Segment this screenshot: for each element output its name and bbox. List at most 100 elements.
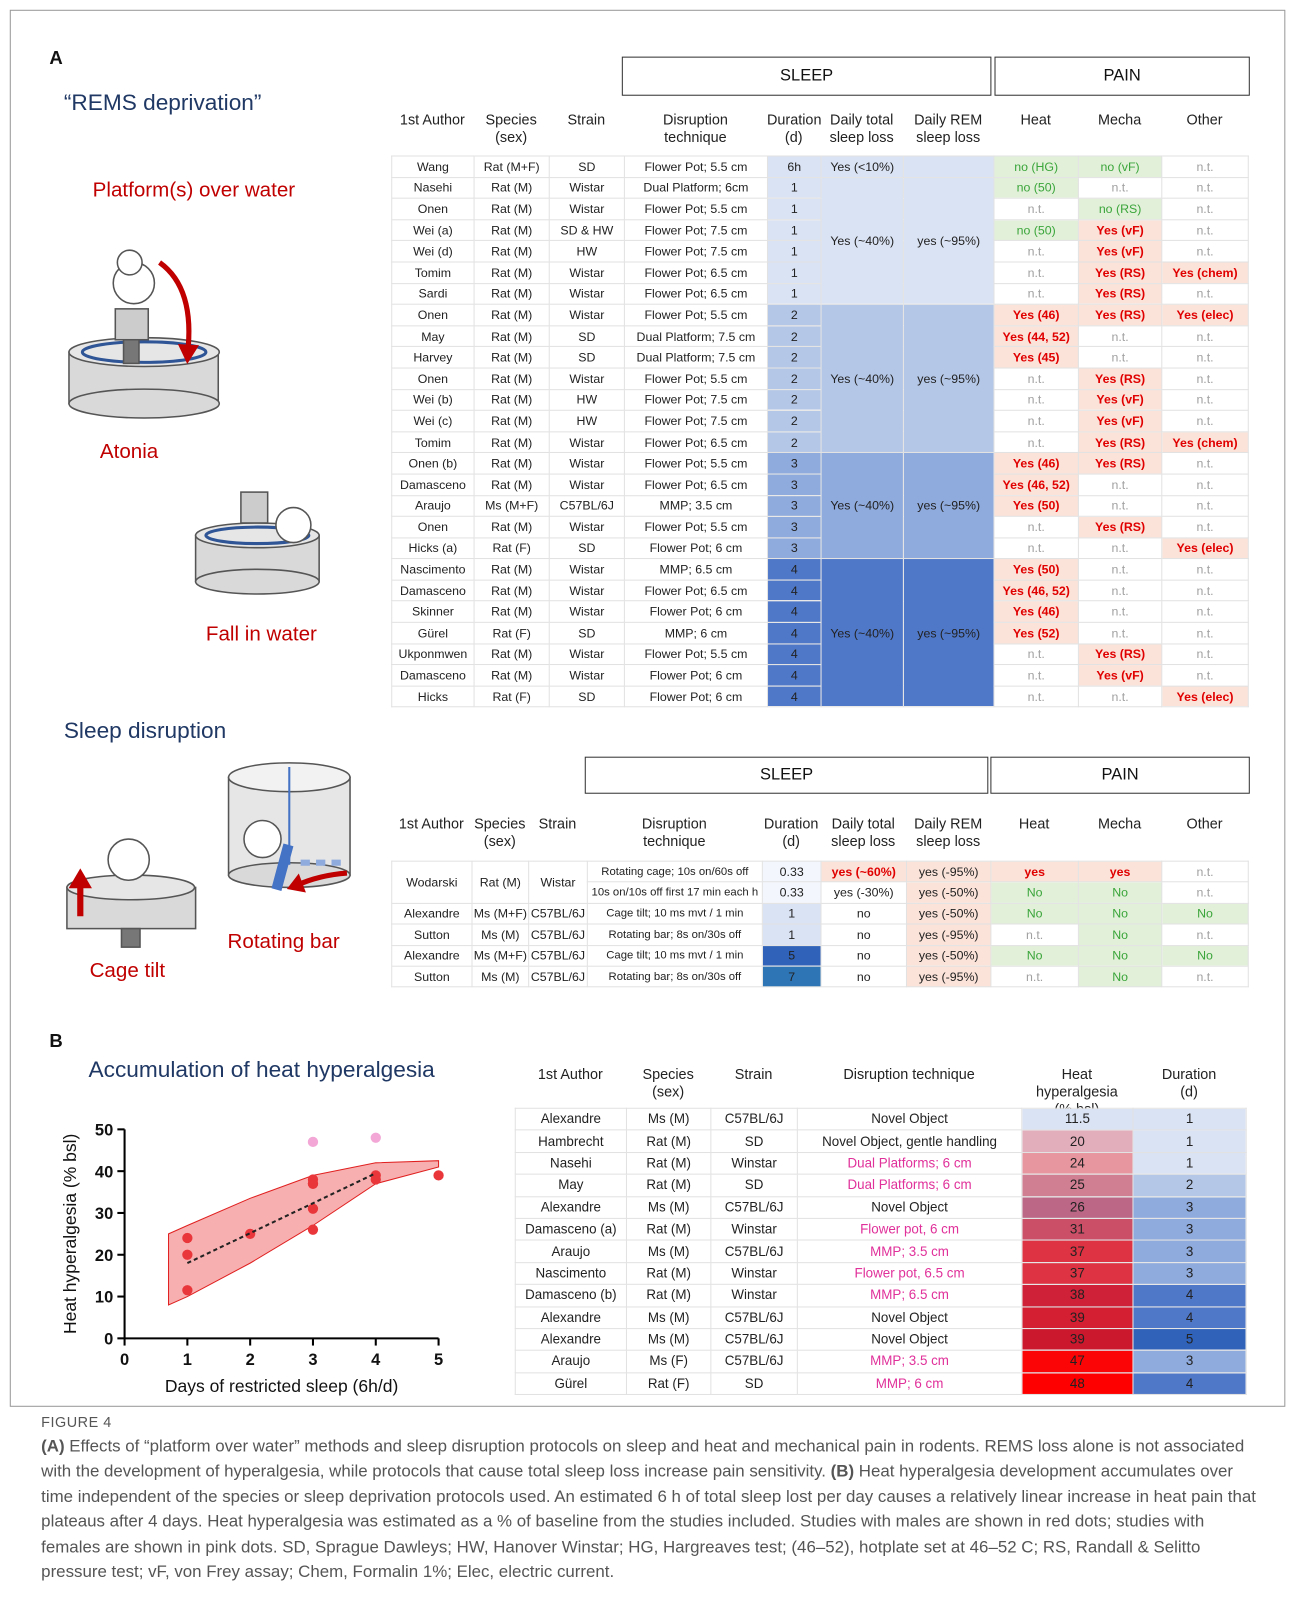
duration-cell: 7 <box>762 966 821 987</box>
y-tick-label: 20 <box>95 1247 113 1265</box>
technique-cell: Dual Platforms; 6 cm <box>797 1174 1021 1196</box>
x-axis-label: Days of restricted sleep (6h/d) <box>165 1376 398 1396</box>
rem-loss-cell: yes (~95%) <box>903 559 994 707</box>
technique-cell: Cage tilt; 10 ms mvt / 1 min <box>587 945 762 966</box>
author-cell: Tomim <box>392 262 474 283</box>
group-header: SLEEP <box>622 57 992 96</box>
data-point <box>433 1170 443 1180</box>
author-cell: Hambrecht <box>515 1130 626 1152</box>
result-cell: Yes (RS) <box>1078 453 1161 474</box>
species-cell: Rat (M) <box>474 198 549 219</box>
duration-cell: 3 <box>1133 1350 1246 1372</box>
result-cell: n.t. <box>994 389 1078 410</box>
result-cell: n.t. <box>994 410 1078 431</box>
column-header: Species (sex) <box>472 815 529 850</box>
duration-cell: 3 <box>1133 1196 1246 1218</box>
strain-cell: Wistar <box>549 453 624 474</box>
result-cell: n.t. <box>1162 177 1248 198</box>
rem-loss-cell: yes (-95%) <box>906 861 990 882</box>
technique-cell: Dual Platforms; 6 cm <box>797 1152 1021 1174</box>
species-cell: Ms (M) <box>626 1240 710 1262</box>
species-cell: Rat (M) <box>474 410 549 431</box>
duration-cell: 4 <box>767 559 821 580</box>
duration-cell: 1 <box>767 198 821 219</box>
total-loss-cell: no <box>821 945 906 966</box>
author-cell: Damasceno <box>392 580 474 601</box>
technique-cell: Flower Pot; 7.5 cm <box>624 410 767 431</box>
rem-loss-cell: yes (-50%) <box>906 903 990 924</box>
column-header: Strain <box>549 111 624 129</box>
result-cell: Yes (vF) <box>1078 220 1161 241</box>
table-row: OnenRat (M)WistarFlower Pot; 5.5 cm2Yes … <box>392 304 1249 325</box>
data-point <box>182 1233 192 1243</box>
rem-loss-cell: yes (-95%) <box>906 924 990 945</box>
species-cell: Rat (M) <box>474 177 549 198</box>
strain-cell: Wistar <box>549 516 624 537</box>
result-cell: n.t. <box>1162 966 1248 987</box>
result-cell: n.t. <box>994 262 1078 283</box>
result-cell: No <box>1078 924 1161 945</box>
author-cell: Alexandre <box>515 1108 626 1130</box>
heat-hyperalgesia-cell: 37 <box>1022 1262 1133 1284</box>
author-cell: Onen <box>392 516 474 537</box>
result-cell: n.t. <box>994 644 1078 665</box>
duration-cell: 2 <box>767 389 821 410</box>
column-header: Heat <box>993 111 1077 129</box>
total-loss-cell: no <box>821 966 906 987</box>
column-header: Other <box>1161 815 1247 833</box>
result-cell: n.t. <box>994 538 1078 559</box>
technique-cell: Flower Pot; 6 cm <box>624 665 767 686</box>
result-cell: Yes (vF) <box>1078 665 1161 686</box>
column-header: 1st Author <box>515 1066 626 1084</box>
strain-cell: Wistar <box>549 262 624 283</box>
result-cell: No <box>1078 945 1161 966</box>
species-cell: Ms (M) <box>626 1108 710 1130</box>
fall-illustration <box>196 492 320 594</box>
author-cell: Alexandre <box>515 1328 626 1350</box>
column-header: Daily REM sleep loss <box>903 111 994 146</box>
heat-hyperalgesia-cell: 20 <box>1022 1130 1133 1152</box>
table-row: AlexandreMs (M)C57BL/6JNovel Object394 <box>515 1306 1246 1328</box>
duration-cell: 2 <box>767 368 821 389</box>
result-cell: Yes (46) <box>994 453 1078 474</box>
technique-cell: Flower Pot; 6 cm <box>624 686 767 707</box>
column-header: Heat <box>990 815 1078 833</box>
result-cell: n.t. <box>1162 882 1248 903</box>
result-cell: n.t. <box>994 198 1078 219</box>
author-cell: Sutton <box>392 966 472 987</box>
duration-cell: 4 <box>767 580 821 601</box>
y-tick-label: 0 <box>104 1331 113 1349</box>
species-cell: Rat (M) <box>626 1262 710 1284</box>
author-cell: Onen (b) <box>392 453 474 474</box>
species-cell: Rat (F) <box>626 1373 710 1395</box>
duration-cell: 4 <box>1133 1284 1246 1306</box>
technique-cell: Flower Pot; 5.5 cm <box>624 644 767 665</box>
species-cell: Rat (M) <box>626 1284 710 1306</box>
technique-cell: Flower Pot; 6.5 cm <box>624 474 767 495</box>
result-cell: No <box>991 903 1079 924</box>
result-cell: n.t. <box>1162 924 1248 945</box>
strain-cell: C57BL/6J <box>711 1240 797 1262</box>
result-cell: n.t. <box>1162 665 1248 686</box>
result-cell: No <box>1162 945 1248 966</box>
species-cell: Rat (M) <box>474 220 549 241</box>
heat-hyperalgesia-cell: 37 <box>1022 1240 1133 1262</box>
rem-loss-cell: yes (-50%) <box>906 945 990 966</box>
species-cell: Rat (M) <box>474 262 549 283</box>
technique-cell: Flower Pot; 7.5 cm <box>624 220 767 241</box>
author-cell: Damasceno <box>392 665 474 686</box>
x-tick-label: 1 <box>183 1351 192 1369</box>
heat-hyperalgesia-cell: 31 <box>1022 1218 1133 1240</box>
cage-tilt-illustration <box>67 839 196 947</box>
data-point <box>308 1225 318 1235</box>
group-header: SLEEP <box>585 757 989 794</box>
result-cell: n.t. <box>1162 156 1248 177</box>
column-header: Duration (d) <box>767 111 821 146</box>
y-tick-label: 30 <box>95 1205 113 1223</box>
duration-cell: 1 <box>762 924 821 945</box>
result-cell: Yes (RS) <box>1078 432 1161 453</box>
